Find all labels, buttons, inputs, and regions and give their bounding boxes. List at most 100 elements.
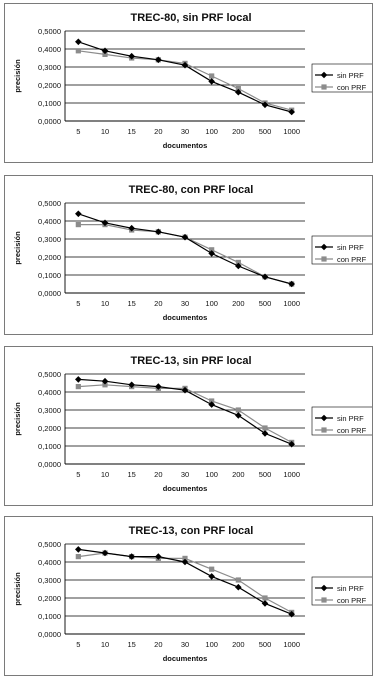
y-tick-label: 0,5000 xyxy=(38,199,61,208)
data-point xyxy=(75,376,82,383)
x-tick-label: 30 xyxy=(181,470,189,479)
chart-title: TREC-13, sin PRF local xyxy=(130,355,251,367)
data-point xyxy=(209,398,215,404)
line-chart: TREC-80, con PRF local 0,5000 0,4000 0,3000… xyxy=(13,184,372,322)
data-point xyxy=(261,101,269,109)
x-tick-label: 15 xyxy=(127,299,135,308)
y-tick-label: 0,3000 xyxy=(38,63,61,72)
x-tick-label: 200 xyxy=(232,127,245,136)
legend-marker xyxy=(320,414,328,422)
data-point xyxy=(209,247,215,253)
legend: sin PRF con PRF xyxy=(311,63,372,93)
data-point xyxy=(128,381,135,389)
legend: sin PRF con PRF xyxy=(311,406,372,436)
y-axis-title: precisión xyxy=(13,402,22,436)
y-axis-title: precisión xyxy=(13,59,22,93)
legend-label: con PRF xyxy=(337,426,367,435)
legend-marker xyxy=(321,597,327,603)
legend-marker xyxy=(320,243,328,251)
data-point xyxy=(75,384,81,390)
y-axis-title: precisión xyxy=(13,231,22,265)
legend-marker xyxy=(321,256,327,262)
data-point xyxy=(102,382,108,388)
data-point xyxy=(235,88,242,96)
y-tick-label: 0,1000 xyxy=(38,442,61,451)
x-tick-label: 5 xyxy=(76,470,80,479)
x-tick-label: 100 xyxy=(205,640,218,649)
data-point xyxy=(75,48,81,54)
x-tick-label: 10 xyxy=(101,127,109,136)
data-point xyxy=(209,566,215,572)
line-chart: TREC-13, sin PRF local 0,5000 0,4000 0,3000… xyxy=(13,355,372,493)
y-tick-label: 0,2000 xyxy=(38,424,61,433)
data-point xyxy=(102,51,108,57)
y-tick-label: 0,2000 xyxy=(38,81,61,90)
x-tick-label: 1000 xyxy=(283,640,300,649)
y-tick-label: 0,4000 xyxy=(38,558,61,567)
data-point xyxy=(235,86,241,92)
y-tick-label: 0,3000 xyxy=(38,576,61,585)
y-axis-title: precisión xyxy=(13,572,22,606)
x-tick-label: 20 xyxy=(154,470,162,479)
data-point xyxy=(75,554,81,560)
y-tick-label: 0,1000 xyxy=(38,612,61,621)
y-tick-label: 0,4000 xyxy=(38,388,61,397)
chart-panel: TREC-80, con PRF local 0,5000 0,4000 0,3000… xyxy=(4,175,373,335)
data-point xyxy=(209,73,215,79)
y-tick-label: 0,0000 xyxy=(38,630,61,639)
data-point xyxy=(155,553,162,560)
y-tick-label: 0,1000 xyxy=(38,271,61,280)
x-axis-title: documentos xyxy=(163,484,208,493)
data-point xyxy=(288,610,295,618)
data-point xyxy=(155,56,162,64)
y-tick-label: 0,0000 xyxy=(38,289,61,298)
x-tick-label: 20 xyxy=(154,640,162,649)
x-axis-title: documentos xyxy=(163,654,208,663)
x-tick-label: 30 xyxy=(181,127,189,136)
data-point xyxy=(261,430,269,437)
chart-panel: TREC-13, sin PRF local 0,5000 0,4000 0,3000… xyxy=(4,346,373,506)
x-axis-title: documentos xyxy=(163,141,208,150)
legend: sin PRF con PRF xyxy=(311,235,372,265)
line-chart: TREC-13, con PRF local 0,5000 0,4000 0,3000… xyxy=(13,525,372,663)
x-tick-label: 15 xyxy=(127,470,135,479)
y-tick-label: 0,3000 xyxy=(38,235,61,244)
data-point xyxy=(75,222,81,228)
y-tick-label: 0,0000 xyxy=(38,460,61,469)
x-tick-label: 10 xyxy=(101,299,109,308)
legend-label: sin PRF xyxy=(337,584,364,593)
x-tick-label: 500 xyxy=(259,640,272,649)
x-tick-label: 5 xyxy=(76,299,80,308)
legend-label: con PRF xyxy=(337,596,367,605)
data-point xyxy=(288,108,295,116)
data-point xyxy=(128,224,135,232)
data-point xyxy=(208,573,215,580)
x-tick-label: 15 xyxy=(127,127,135,136)
data-point xyxy=(235,583,242,591)
data-point xyxy=(181,61,189,69)
data-point xyxy=(261,600,269,607)
data-point xyxy=(262,595,268,601)
x-tick-label: 200 xyxy=(232,470,245,479)
x-tick-label: 100 xyxy=(205,299,218,308)
x-tick-label: 500 xyxy=(259,470,272,479)
data-point xyxy=(288,280,295,288)
x-tick-label: 10 xyxy=(101,640,109,649)
y-tick-label: 0,4000 xyxy=(38,217,61,226)
legend-marker xyxy=(320,71,328,79)
y-tick-label: 0,5000 xyxy=(38,27,61,36)
legend-label: sin PRF xyxy=(337,414,364,423)
x-tick-label: 10 xyxy=(101,470,109,479)
x-tick-label: 15 xyxy=(127,640,135,649)
x-tick-label: 30 xyxy=(181,640,189,649)
x-axis-title: documentos xyxy=(163,313,208,322)
y-tick-label: 0,5000 xyxy=(38,540,61,549)
data-point xyxy=(75,546,82,553)
x-tick-label: 100 xyxy=(205,127,218,136)
x-tick-label: 1000 xyxy=(283,127,300,136)
line-chart: TREC-80, sin PRF local 0,5000 0,4000 0,3000… xyxy=(13,12,372,150)
series-line-sin-prf xyxy=(78,41,292,113)
y-tick-label: 0,2000 xyxy=(38,253,61,262)
x-tick-label: 5 xyxy=(76,127,80,136)
x-tick-label: 1000 xyxy=(283,299,300,308)
